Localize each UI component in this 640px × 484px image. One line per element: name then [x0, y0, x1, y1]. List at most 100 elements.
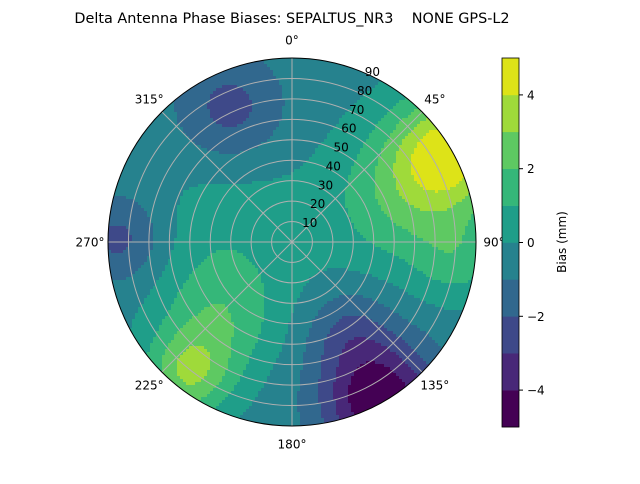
contour-cell: [297, 76, 301, 80]
contour-cell: [390, 187, 394, 191]
contour-cell: [300, 136, 304, 140]
contour-cell: [348, 124, 352, 128]
contour-cell: [231, 193, 235, 197]
contour-cell: [369, 160, 373, 164]
contour-cell: [378, 118, 382, 122]
contour-cell: [171, 184, 175, 188]
contour-cell: [258, 109, 262, 113]
contour-cell: [243, 199, 247, 203]
contour-cell: [246, 67, 250, 71]
contour-cell: [144, 208, 148, 212]
contour-cell: [420, 118, 424, 122]
contour-cell: [243, 214, 247, 218]
contour-cell: [234, 196, 238, 200]
contour-cell: [339, 88, 343, 92]
contour-cell: [459, 169, 463, 173]
contour-cell: [216, 154, 220, 158]
contour-cell: [147, 166, 151, 170]
contour-cell: [441, 193, 445, 197]
contour-cell: [228, 127, 232, 131]
contour-cell: [255, 88, 259, 92]
contour-cell: [207, 166, 211, 170]
contour-cell: [135, 160, 139, 164]
contour-cell: [393, 181, 397, 185]
contour-cell: [432, 130, 436, 134]
contour-cell: [381, 112, 385, 116]
contour-cell: [174, 169, 178, 173]
contour-cell: [174, 190, 178, 194]
contour-cell: [339, 178, 343, 182]
contour-cell: [213, 169, 217, 173]
contour-cell: [159, 145, 163, 149]
contour-cell: [141, 202, 145, 206]
contour-cell: [459, 160, 463, 164]
contour-cell: [414, 148, 418, 152]
contour-cell: [249, 166, 253, 170]
contour-cell: [183, 139, 187, 143]
contour-cell: [363, 91, 367, 95]
contour-cell: [369, 133, 373, 137]
contour-cell: [168, 202, 172, 206]
contour-cell: [162, 124, 166, 128]
contour-cell: [261, 76, 265, 80]
contour-cell: [339, 169, 343, 173]
contour-cell: [201, 100, 205, 104]
contour-cell: [267, 115, 271, 119]
contour-cell: [411, 121, 415, 125]
contour-cell: [234, 139, 238, 143]
contour-cell: [201, 148, 205, 152]
contour-cell: [426, 163, 430, 167]
contour-cell: [279, 91, 283, 95]
contour-cell: [192, 139, 196, 143]
contour-cell: [189, 211, 193, 215]
contour-cell: [171, 118, 175, 122]
contour-cell: [294, 70, 298, 74]
contour-cell: [372, 76, 376, 80]
contour-cell: [387, 169, 391, 173]
contour-cell: [165, 166, 169, 170]
contour-cell: [414, 157, 418, 161]
contour-cell: [342, 142, 346, 146]
contour-cell: [306, 178, 310, 182]
contour-cell: [321, 166, 325, 170]
contour-cell: [180, 166, 184, 170]
contour-cell: [231, 139, 235, 143]
contour-cell: [237, 214, 241, 218]
contour-cell: [417, 160, 421, 164]
contour-cell: [243, 139, 247, 143]
contour-cell: [294, 202, 298, 206]
contour-cell: [261, 103, 265, 107]
contour-cell: [339, 127, 343, 131]
contour-cell: [288, 127, 292, 131]
contour-cell: [453, 163, 457, 167]
contour-cell: [276, 142, 280, 146]
contour-cell: [195, 151, 199, 155]
contour-cell: [252, 196, 256, 200]
contour-cell: [273, 202, 277, 206]
contour-cell: [408, 178, 412, 182]
contour-cell: [147, 208, 151, 212]
contour-cell: [381, 187, 385, 191]
contour-cell: [240, 199, 244, 203]
contour-cell: [153, 157, 157, 161]
contour-cell: [324, 145, 328, 149]
contour-cell: [414, 211, 418, 215]
contour-cell: [375, 115, 379, 119]
contour-cell: [405, 184, 409, 188]
contour-cell: [201, 106, 205, 110]
contour-cell: [147, 139, 151, 143]
contour-cell: [351, 205, 355, 209]
contour-cell: [378, 211, 382, 215]
contour-cell: [255, 154, 259, 158]
contour-cell: [156, 208, 160, 212]
contour-cell: [447, 157, 451, 161]
contour-cell: [213, 82, 217, 86]
contour-cell: [303, 184, 307, 188]
contour-cell: [138, 208, 142, 212]
contour-cell: [147, 133, 151, 137]
contour-cell: [237, 169, 241, 173]
contour-cell: [417, 145, 421, 149]
contour-cell: [219, 202, 223, 206]
contour-cell: [318, 208, 322, 212]
contour-cell: [231, 172, 235, 176]
